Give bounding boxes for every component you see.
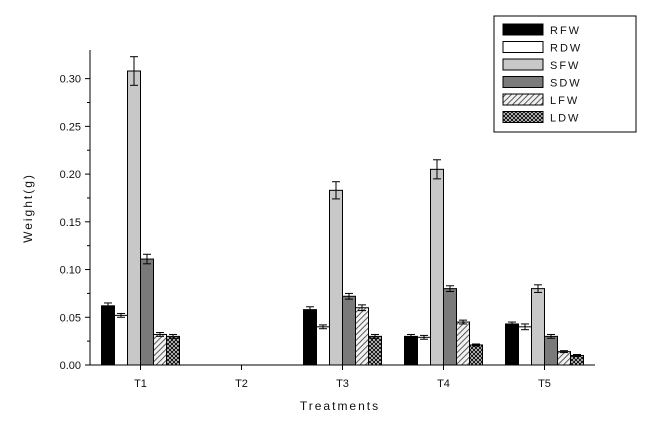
y-tick-label: 0.15 [60,217,81,229]
bar-lfw-t4 [456,321,470,366]
bar-lfw-t1 [153,333,167,366]
bar-lfw-t3 [355,307,369,366]
bar-ldw-t3 [368,335,382,366]
bar-rfw-t4 [404,335,418,366]
bar-sfw-t1 [127,70,141,366]
bar-rfw-t5 [505,323,519,366]
y-tick-label: 0.30 [60,74,81,86]
legend-label-rdw: RDW [550,43,582,55]
y-tick-label: 0.20 [60,169,81,181]
bar-sdw-t4 [443,288,457,366]
bar-sfw-t4 [430,168,444,366]
bar-sdw-t3 [342,295,356,366]
bar-sfw-t3 [329,189,343,366]
legend-label-lfw: LFW [550,95,579,107]
x-ticks: T1 T2 T3 T4 T5 [134,365,551,390]
y-axis-title: Weight(g) [21,173,35,243]
bar-lfw-t5 [557,351,571,366]
legend-swatch-ldw [502,111,544,123]
y-tick-label: 0.05 [60,312,81,324]
x-tick-label: T1 [134,378,147,390]
bar-rfw-t1 [101,305,115,366]
bar-rdw-t3 [316,326,330,366]
bar-sfw-t5 [531,288,545,366]
bar-ldw-t4 [469,344,483,366]
x-tick-label: T2 [235,378,248,390]
bar-rdw-t5 [518,326,532,366]
legend: RFW RDW SFW SDW LFW LDW [493,15,637,133]
legend-swatch-rdw [502,41,544,53]
bars [101,70,584,366]
bar-sdw-t5 [544,335,558,366]
bar-sdw-t1 [140,258,154,366]
legend-swatch-rfw [502,23,544,36]
y-tick-label: 0.00 [60,360,81,372]
x-tick-label: T5 [538,378,551,390]
bar-rdw-t4 [417,336,431,366]
legend-label-sfw: SFW [550,60,580,72]
x-tick-label: T3 [336,378,349,390]
y-tick-label: 0.25 [60,121,81,133]
y-tick-label: 0.10 [60,265,81,277]
x-tick-label: T4 [437,378,450,390]
y-ticks: 0.00 0.05 0.10 0.15 0.20 0.25 0.30 [60,74,90,372]
legend-swatch-sfw [502,58,544,71]
legend-swatch-sdw [502,76,544,88]
legend-label-rfw: RFW [550,25,581,37]
legend-label-sdw: SDW [550,78,582,90]
x-axis-title: Treatments [300,399,380,413]
legend-swatch-lfw [502,93,544,106]
bar-rdw-t1 [114,314,128,366]
bar-ldw-t1 [166,335,180,366]
legend-label-ldw: LDW [550,113,580,125]
bar-rfw-t3 [303,309,317,366]
error-bars [104,56,581,357]
